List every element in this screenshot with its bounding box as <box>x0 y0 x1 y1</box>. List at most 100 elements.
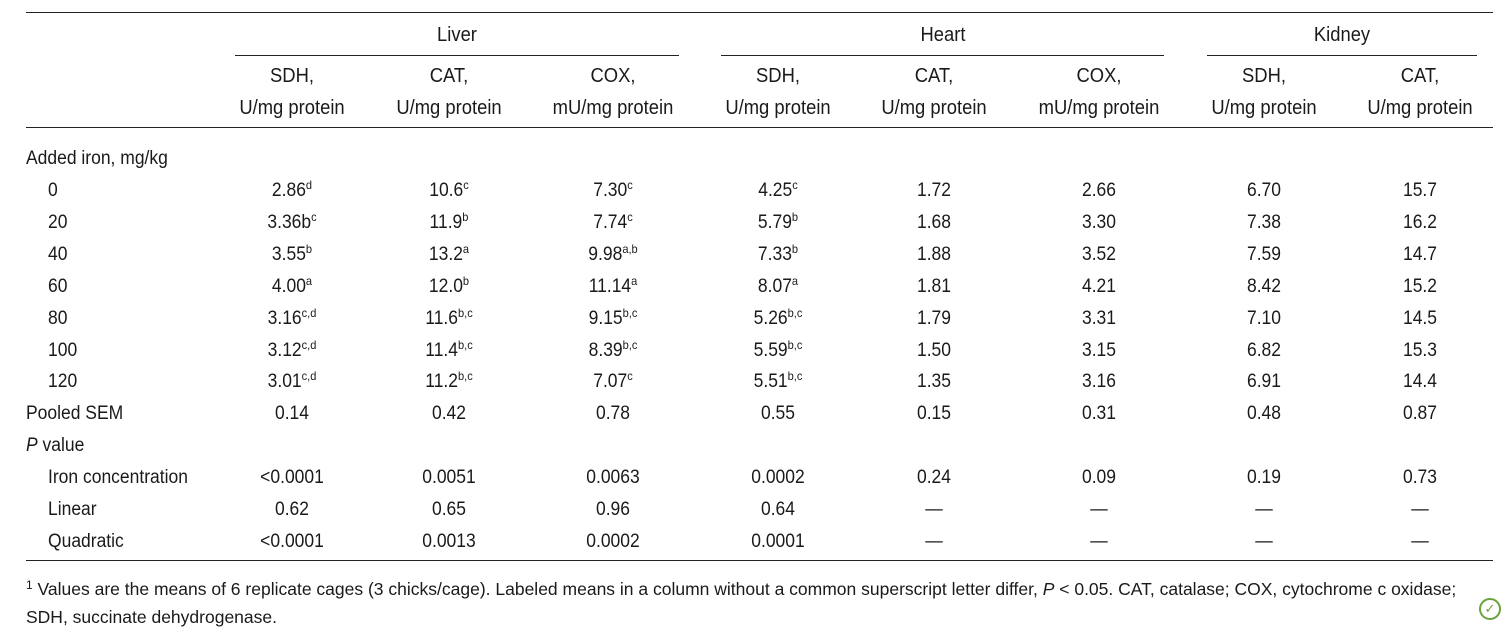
heart-group-rule <box>721 55 1164 56</box>
group-header-kidney: Kidney <box>1313 24 1371 46</box>
table-cell: 2.86d <box>271 178 313 201</box>
superscript-letters: c,d <box>301 337 317 352</box>
superscript-letters: b <box>791 209 799 224</box>
column-header-name: SDH, <box>1242 65 1286 87</box>
table-cell: 0.31 <box>1081 403 1117 425</box>
table-cell: 7.30c <box>593 178 633 201</box>
table-cell: 10.6c <box>429 178 469 201</box>
p-value-text: value <box>37 435 85 457</box>
superscript-letters: c <box>627 178 633 192</box>
table-cell: 15.7 <box>1402 180 1438 201</box>
row-label-quadratic: Quadratic <box>48 530 124 552</box>
table-cell: — <box>1411 499 1429 520</box>
table-cell: 3.36bc <box>267 209 317 233</box>
table-cell: 0.65 <box>431 499 467 520</box>
table-cell: — <box>1090 530 1108 552</box>
superscript-letters: c <box>792 178 798 192</box>
table-cell: <0.0001 <box>260 467 324 489</box>
table-cell: 0.73 <box>1402 467 1438 489</box>
table-cell: 5.59b,c <box>753 337 803 361</box>
table-cell: 14.4 <box>1402 371 1438 393</box>
column-header-name: CAT, <box>429 65 469 87</box>
superscript-letters: a <box>791 273 799 288</box>
table-cell: 5.26b,c <box>753 305 803 329</box>
table-cell: 1.50 <box>916 339 952 361</box>
superscript-letters: c <box>627 369 633 384</box>
table-cell: 0.09 <box>1081 467 1117 489</box>
superscript-letters: b <box>791 241 799 256</box>
superscript-letters: b,c <box>457 305 473 320</box>
column-header-name: COX, <box>1076 65 1122 87</box>
column-header-unit: U/mg protein <box>1211 97 1317 119</box>
superscript-letters: c,d <box>301 305 317 320</box>
table-cell: <0.0001 <box>260 530 324 552</box>
table-cell: 6.70 <box>1246 180 1282 201</box>
superscript-letters: c <box>463 178 469 192</box>
table-cell: 3.01c,d <box>267 369 317 393</box>
section-label-p-value: P value <box>26 434 84 458</box>
row-label-iron-40: 40 <box>48 243 68 265</box>
table-cell: 3.12c,d <box>267 337 317 361</box>
table-cell: 11.14a <box>588 273 638 297</box>
footnote: 1 Values are the means of 6 replicate ca… <box>26 575 1491 631</box>
group-header-heart: Heart <box>920 24 966 46</box>
column-header-unit: U/mg protein <box>1367 97 1473 119</box>
superscript-letters: b <box>305 241 313 256</box>
superscript-letters: b,c <box>457 369 473 384</box>
table-cell: 9.98a,b <box>588 241 638 265</box>
table-cell: 0.87 <box>1402 403 1438 425</box>
superscript-letters: b <box>462 209 469 224</box>
table-cell: 0.19 <box>1246 467 1282 489</box>
table-top-rule <box>26 12 1493 13</box>
table-cell: 0.24 <box>916 467 952 489</box>
table-cell: 11.4b,c <box>425 337 473 361</box>
table-cell: 7.10 <box>1246 307 1282 329</box>
superscript-letters: b,c <box>787 369 803 384</box>
superscript-letters: b,c <box>622 337 638 352</box>
table-cell: 0.0063 <box>586 467 640 489</box>
table-cell: 1.88 <box>916 243 952 265</box>
table-cell: 16.2 <box>1402 211 1438 233</box>
table-cell: 0.62 <box>274 499 310 520</box>
group-header-liver: Liver <box>437 24 477 46</box>
table-cell: 1.35 <box>916 371 952 393</box>
table-cell: 0.0051 <box>422 467 476 489</box>
table-cell: 0.0001 <box>751 530 805 552</box>
superscript-letters: b,c <box>787 305 803 320</box>
table-cell: 4.25c <box>758 178 798 201</box>
table-cell: 7.38 <box>1246 211 1282 233</box>
column-header-unit: mU/mg protein <box>1038 97 1160 119</box>
table-cell: 14.5 <box>1402 307 1438 329</box>
column-header-name: COX, <box>590 65 636 87</box>
table-cell: 5.79b <box>757 209 799 233</box>
superscript-letters: a <box>305 273 313 288</box>
publisher-leaf-icon[interactable]: ✓ <box>1479 598 1501 620</box>
table-cell: 6.91 <box>1246 371 1282 393</box>
column-header-name: SDH, <box>270 65 314 87</box>
table-cell: — <box>1255 499 1273 520</box>
table-cell: 4.21 <box>1081 275 1117 297</box>
table-cell: 11.9b <box>429 209 469 233</box>
superscript-letters: a <box>631 273 638 288</box>
table-cell: 8.42 <box>1246 275 1282 297</box>
table-cell: 7.59 <box>1246 243 1282 265</box>
table-cell: 15.2 <box>1402 275 1438 297</box>
table-cell: — <box>925 499 943 520</box>
row-label-iron-60: 60 <box>48 275 68 297</box>
footnote-mark: 1 <box>26 578 33 592</box>
column-header-unit: mU/mg protein <box>552 97 674 119</box>
table-cell: 0.55 <box>760 403 796 425</box>
table-cell: 3.16 <box>1081 371 1117 393</box>
table-cell: 12.0b <box>428 273 470 297</box>
column-header-unit: U/mg protein <box>881 97 987 119</box>
table-cell: 3.30 <box>1081 211 1117 233</box>
column-header-name: CAT, <box>914 65 954 87</box>
superscript-letters: a,b <box>622 241 638 256</box>
table-cell: — <box>925 530 943 552</box>
table-cell: 3.16c,d <box>267 305 317 329</box>
table-cell: — <box>1255 530 1273 552</box>
column-header-unit: U/mg protein <box>396 97 502 119</box>
column-header-unit: U/mg protein <box>725 97 831 119</box>
table-cell: 7.07c <box>593 369 633 393</box>
table-cell: 0.0002 <box>586 530 640 552</box>
